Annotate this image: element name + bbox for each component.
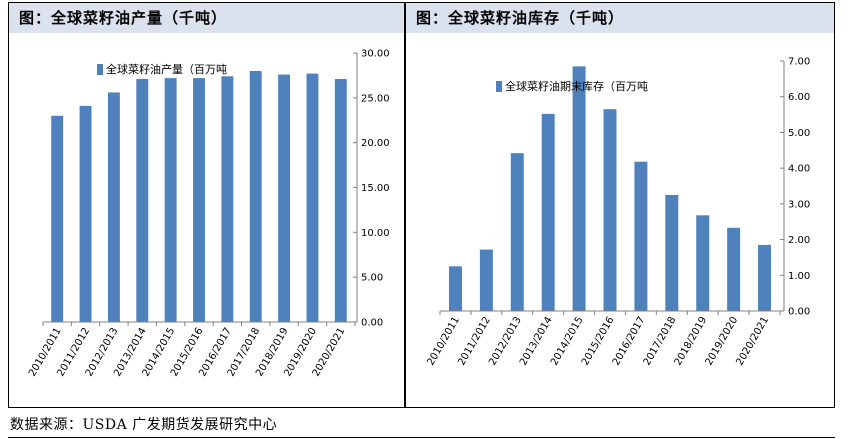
bar-2020-2021 — [758, 244, 772, 311]
y-tick-label: 15.00 — [361, 183, 390, 194]
bar-2015-2016 — [193, 78, 205, 323]
bar-2017-2018 — [665, 194, 679, 311]
bar-2013-2014 — [541, 113, 555, 311]
legend-swatch — [97, 64, 103, 75]
y-tick-label: 20.00 — [361, 138, 390, 149]
y-tick-label: 7.00 — [788, 57, 810, 68]
production-chart-title: 图：全球菜籽油产量（千吨） — [9, 3, 404, 33]
bar-2011-2012 — [79, 105, 92, 322]
bar-2011-2012 — [479, 249, 493, 311]
bar-2018-2019 — [696, 215, 710, 311]
data-source-note: 数据来源：USDA 广发期货发展研究中心 — [10, 417, 278, 433]
bar-2019-2020 — [727, 227, 741, 311]
y-tick-label: 4.00 — [788, 164, 810, 175]
y-tick-label: 25.00 — [361, 93, 390, 104]
bottom-divider — [8, 437, 835, 438]
bar-2020-2021 — [334, 79, 347, 323]
x-tick-label: 2020/2021 — [734, 315, 771, 368]
bar-2016-2017 — [221, 76, 234, 323]
y-tick-label: 5.00 — [361, 273, 383, 284]
bar-2010-2011 — [51, 115, 64, 323]
y-tick-label: 1.00 — [788, 271, 810, 282]
inventory-chart: 2010/20112011/20122012/20132013/20142014… — [425, 57, 810, 368]
legend-swatch — [496, 81, 502, 92]
y-tick-label: 0.00 — [788, 307, 810, 318]
y-tick-label: 3.00 — [788, 199, 810, 210]
bar-2010-2011 — [448, 266, 462, 311]
bar-2012-2013 — [107, 92, 120, 322]
bar-2012-2013 — [510, 153, 524, 311]
bar-2016-2017 — [634, 161, 648, 311]
bar-2019-2020 — [306, 73, 319, 322]
bar-2014-2015 — [164, 78, 177, 323]
y-tick-label: 5.00 — [788, 128, 810, 139]
production-chart-panel: 图：全球菜籽油产量（千吨） 2010/2011 2011/2012 2012/201… — [8, 2, 405, 408]
y-tick-label: 30.00 — [361, 49, 390, 60]
y-tick-label: 0.00 — [361, 318, 383, 329]
legend-label: 全球菜籽油产量（百万吨 — [106, 62, 227, 76]
legend-label: 全球菜籽油期末库存（百万吨 — [505, 79, 648, 93]
y-tick-label: 6.00 — [788, 92, 810, 103]
bar-2017-2018 — [249, 70, 262, 322]
y-tick-label: 10.00 — [361, 228, 390, 239]
inventory-chart-panel: 图：全球菜籽油库存（千吨） 2010/2011 2011/2012 2012/201… — [405, 2, 835, 408]
inventory-chart-title: 图：全球菜籽油库存（千吨） — [406, 3, 834, 33]
bar-2014-2015 — [572, 66, 586, 311]
bar-2013-2014 — [136, 79, 149, 323]
bar-2018-2019 — [278, 74, 291, 322]
y-tick-label: 2.00 — [788, 235, 810, 246]
bar-2015-2016 — [603, 109, 617, 311]
production-chart: 2010/20112011/20122012/20132013/20142014… — [27, 49, 390, 379]
